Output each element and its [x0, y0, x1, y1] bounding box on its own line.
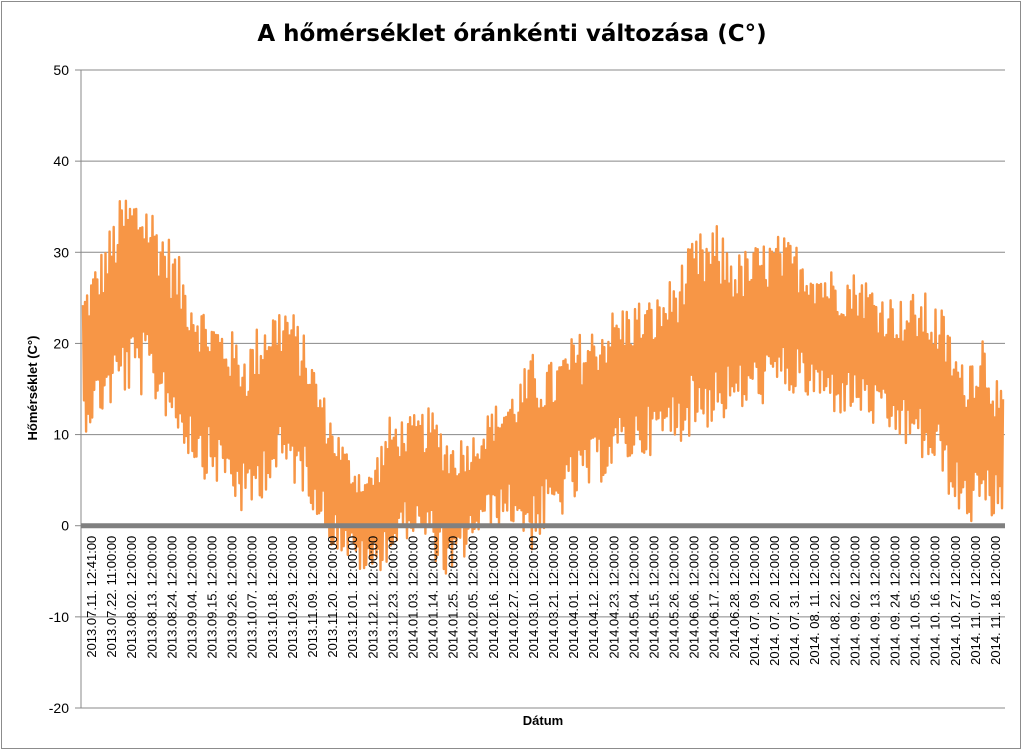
x-tick-label: 2013.11.09. 12:00:00	[305, 536, 320, 658]
x-tick-label: 2014.04.12. 12:00:00	[586, 536, 601, 659]
x-tick-label: 2014. 07. 20. 12:00:00	[767, 536, 782, 666]
x-tick-label: 2014. 10. 16. 12:00:00	[928, 536, 943, 666]
x-tick-label: 2014.03.10. 12:00:00	[526, 536, 541, 659]
y-tick-label: 20	[53, 335, 69, 351]
x-tick-label: 2013.10.18. 12:00:00	[265, 536, 280, 659]
x-tick-label: 2014. 09. 24. 12:00:00	[888, 536, 903, 666]
x-tick-label: 2014.04.23. 12:00:00	[606, 536, 621, 659]
x-axis-ticks: 2013.07.11. 12:41:00 2013.07.22. 11:00:00…	[84, 536, 1003, 666]
x-tick-label: 2014.06.28. 12:00:00	[727, 536, 742, 659]
x-tick-label: 2014. 08. 22. 12:00:00	[827, 536, 842, 666]
x-tick-label: 2013.08.24. 12:00:00	[164, 536, 179, 659]
x-tick-label: 2014. 10. 27. 12:00:00	[948, 536, 963, 666]
chart-title: A hőmérséklet óránkénti változása (C°)	[257, 21, 766, 47]
x-tick-label: 2014. 07. 09. 12:00:00	[747, 536, 762, 666]
x-tick-label: 2013.09.04. 12:00:00	[185, 536, 200, 659]
x-axis-label: Dátum	[523, 713, 563, 728]
x-tick-label: 2014. 07. 31. 12:00:00	[787, 536, 802, 666]
x-tick-label: 2014.04.01. 12:00:00	[566, 536, 581, 659]
y-tick-label: 50	[53, 62, 69, 78]
x-tick-label: 2013.07.22. 11:00:00	[104, 536, 119, 658]
y-axis-label: Hőmérséklet (C°)	[25, 336, 40, 441]
y-axis-ticks: -20 -10 0 10 20 30 40 50	[49, 62, 69, 716]
x-tick-label: 2014. 11. 18. 12:00:00	[988, 536, 1003, 665]
x-tick-label: 2014.02.16. 12:00:00	[486, 536, 501, 659]
x-tick-label: 2014.01.25. 12:00:00	[446, 536, 461, 659]
x-tick-label: 2013.12.01. 12:00:00	[345, 536, 360, 659]
x-tick-label: 2013.08.02. 12:00:00	[124, 536, 139, 659]
x-tick-label: 2013.08.13. 12:00:00	[144, 536, 159, 659]
x-tick-label: 2013.07.11. 12:41:00	[84, 536, 99, 658]
y-tick-label: -10	[49, 609, 69, 625]
x-tick-label: 2013.09.15. 12:00:00	[205, 536, 220, 659]
y-tick-label: 40	[53, 153, 69, 169]
x-tick-label: 2013.12.12. 12:00:00	[365, 536, 380, 659]
x-tick-label: 2014.05.26. 12:00:00	[667, 536, 682, 659]
x-tick-label: 2014.02.05. 12:00:00	[466, 536, 481, 659]
series-line	[81, 199, 1005, 575]
x-tick-label: 2014. 08. 11. 12:00:00	[807, 536, 822, 665]
x-tick-label: 2014.05.04. 12:00:00	[626, 536, 641, 659]
y-tick-label: 30	[53, 244, 69, 260]
x-tick-label: 2014.02.27. 12:00:00	[506, 536, 521, 659]
x-tick-label: 2014. 09. 13. 12:00:00	[867, 536, 882, 666]
x-tick-label: 2014. 10. 05. 12:00:00	[908, 536, 923, 666]
x-tick-label: 2014.06.06. 12:00:00	[687, 536, 702, 659]
x-tick-label: 2014.05.15. 12:00:00	[647, 536, 662, 659]
x-tick-label: 2014.03.21. 12:00:00	[546, 536, 561, 659]
x-tick-label: 2013.12.23. 12:00:00	[385, 536, 400, 659]
x-tick-label: 2013.10.29. 12:00:00	[285, 536, 300, 659]
x-tick-label: 2014. 09. 02. 12:00:00	[847, 536, 862, 666]
x-tick-label: 2014.01.14. 12:00:00	[426, 536, 441, 659]
x-tick-label: 2014.06.17. 12:00:00	[707, 536, 722, 659]
y-tick-label: 10	[53, 427, 69, 443]
y-tick-label: 0	[61, 518, 69, 534]
x-tick-label: 2014. 11. 07. 12:00:00	[968, 536, 983, 665]
temperature-series-line	[81, 199, 1005, 575]
x-tick-label: 2014.01.03. 12:00:00	[405, 536, 420, 659]
x-tick-label: 2013.09.26. 12:00:00	[225, 536, 240, 659]
x-tick-label: 2013.11.20. 12:00:00	[325, 536, 340, 658]
y-tick-label: -20	[49, 700, 69, 716]
x-tick-label: 2013.10.07. 12:00:00	[245, 536, 260, 659]
